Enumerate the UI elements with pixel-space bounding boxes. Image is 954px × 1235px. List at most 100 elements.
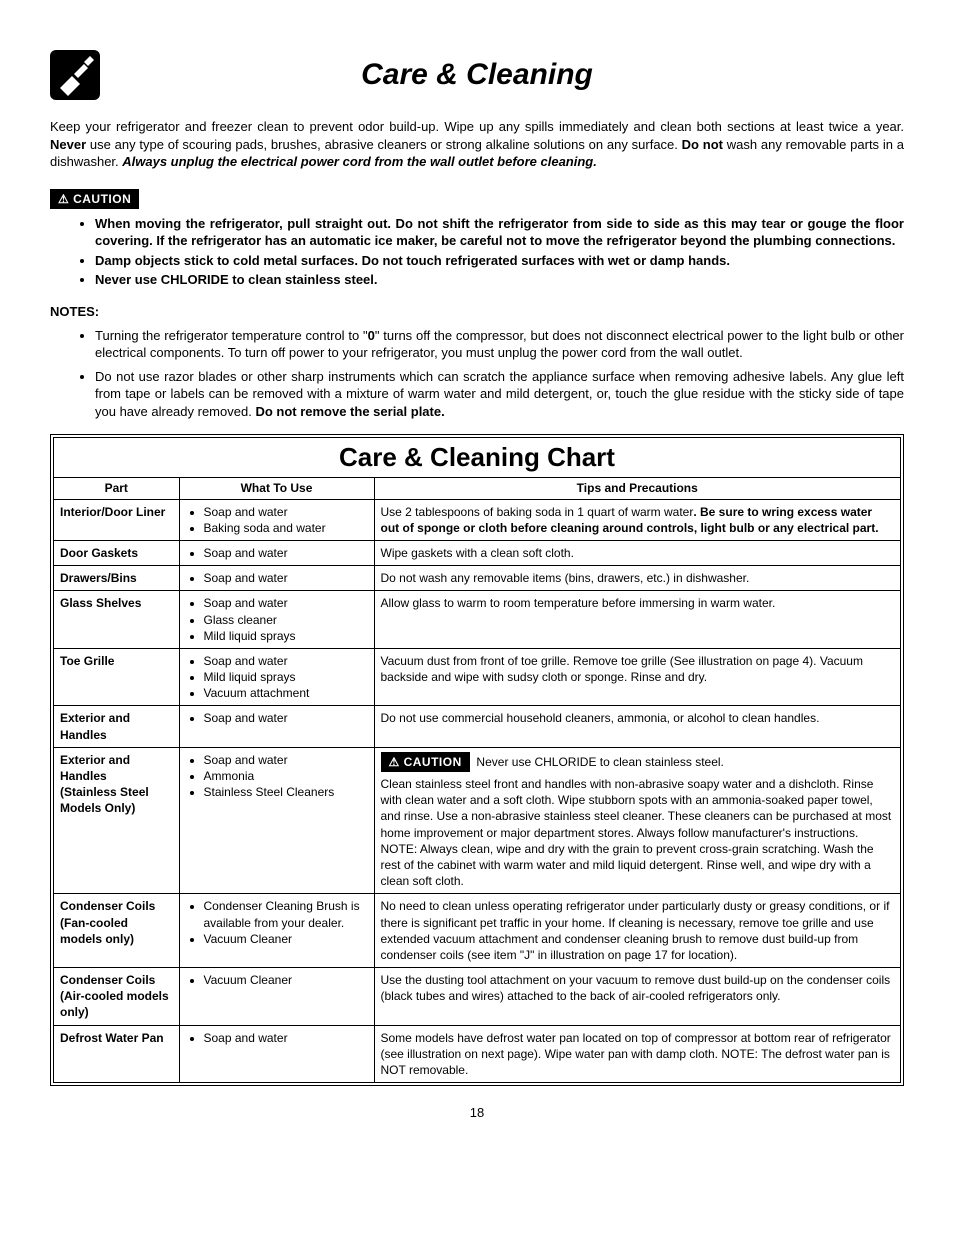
caution-item: Never use CHLORIDE to clean stainless st… — [95, 271, 904, 289]
intro-donot: Do not — [682, 137, 723, 152]
what-item: Soap and water — [204, 545, 368, 561]
tips-text: Allow glass to warm to room temperature … — [381, 596, 776, 610]
cell-part: Exterior and Handles — [54, 706, 179, 747]
page-header: Care & Cleaning — [50, 50, 904, 100]
table-row: Defrost Water Pan Soap and water Some mode… — [54, 1025, 900, 1082]
cell-what: Soap and waterBaking soda and water — [179, 499, 374, 540]
notes-item: Do not use razor blades or other sharp i… — [95, 368, 904, 421]
cell-part: Glass Shelves — [54, 591, 179, 649]
cell-part: Condenser Coils(Fan-cooled models only) — [54, 894, 179, 968]
caution-badge: CAUTION — [381, 752, 470, 772]
col-header-part: Part — [54, 478, 179, 499]
notes-list: Turning the refrigerator temperature con… — [50, 327, 904, 421]
tips-text: Use the dusting tool attachment on your … — [381, 973, 891, 1003]
tips-text: Do not use commercial household cleaners… — [381, 711, 820, 725]
cell-tips: Do not use commercial household cleaners… — [374, 706, 900, 747]
cell-tips: Use 2 tablespoons of baking soda in 1 qu… — [374, 499, 900, 540]
what-item: Vacuum attachment — [204, 685, 368, 701]
table-row: Door Gaskets Soap and water Wipe gaskets w… — [54, 540, 900, 565]
cell-what: Soap and water — [179, 706, 374, 747]
tips-text: Wipe gaskets with a clean soft cloth. — [381, 546, 574, 560]
what-item: Soap and water — [204, 653, 368, 669]
cell-tips: Allow glass to warm to room temperature … — [374, 591, 900, 649]
chart-title: Care & Cleaning Chart — [54, 438, 900, 478]
notes-text: Turning the refrigerator temperature con… — [95, 328, 368, 343]
tips-text: Vacuum dust from front of toe grille. Re… — [381, 654, 863, 684]
cell-what: Soap and waterMild liquid spraysVacuum a… — [179, 648, 374, 706]
what-list: Soap and water — [186, 570, 368, 586]
what-item: Ammonia — [204, 768, 368, 784]
tips-caution-line: CAUTION Never use CHLORIDE to clean stai… — [381, 752, 895, 772]
what-item: Condenser Cleaning Brush is available fr… — [204, 898, 368, 930]
cleaning-icon — [50, 50, 100, 100]
cell-part: Drawers/Bins — [54, 566, 179, 591]
cleaning-table: Part What To Use Tips and Precautions In… — [54, 478, 900, 1082]
intro-never: Never — [50, 137, 86, 152]
page-number: 18 — [50, 1104, 904, 1122]
what-item: Soap and water — [204, 752, 368, 768]
what-list: Soap and water — [186, 710, 368, 726]
intro-paragraph: Keep your refrigerator and freezer clean… — [50, 118, 904, 171]
cell-tips: Use the dusting tool attachment on your … — [374, 968, 900, 1026]
what-item: Soap and water — [204, 1030, 368, 1046]
cell-what: Soap and waterAmmoniaStainless Steel Cle… — [179, 747, 374, 894]
intro-never-rest: use any type of scouring pads, brushes, … — [86, 137, 682, 152]
intro-lead: Keep your refrigerator and freezer clean… — [50, 119, 904, 134]
what-item: Vacuum Cleaner — [204, 931, 368, 947]
what-list: Soap and waterMild liquid spraysVacuum a… — [186, 653, 368, 702]
cell-part: Interior/Door Liner — [54, 499, 179, 540]
caution-item: When moving the refrigerator, pull strai… — [95, 215, 904, 250]
what-item: Soap and water — [204, 595, 368, 611]
cell-part: Door Gaskets — [54, 540, 179, 565]
table-row: Drawers/Bins Soap and water Do not wash an… — [54, 566, 900, 591]
what-list: Soap and water — [186, 545, 368, 561]
notes-heading: NOTES: — [50, 303, 904, 321]
cell-tips: Vacuum dust from front of toe grille. Re… — [374, 648, 900, 706]
tips-text: No need to clean unless operating refrig… — [381, 899, 890, 962]
cell-what: Soap and water — [179, 566, 374, 591]
table-row: Glass ShelvesSoap and waterGlass cleaner… — [54, 591, 900, 649]
table-row: Interior/Door LinerSoap and waterBaking … — [54, 499, 900, 540]
what-list: Vacuum Cleaner — [186, 972, 368, 988]
what-item: Soap and water — [204, 570, 368, 586]
what-item: Stainless Steel Cleaners — [204, 784, 368, 800]
cell-part: Defrost Water Pan — [54, 1025, 179, 1082]
table-row: Exterior and Handles(Stainless Steel Mod… — [54, 747, 900, 894]
cell-what: Soap and water — [179, 1025, 374, 1082]
what-list: Soap and water — [186, 1030, 368, 1046]
cell-what: Soap and water — [179, 540, 374, 565]
what-item: Mild liquid sprays — [204, 669, 368, 685]
tips-text: Use 2 tablespoons of baking soda in 1 qu… — [381, 505, 694, 519]
col-header-what: What To Use — [179, 478, 374, 499]
what-item: Soap and water — [204, 504, 368, 520]
cell-tips: CAUTION Never use CHLORIDE to clean stai… — [374, 747, 900, 894]
notes-bold: 0 — [368, 328, 375, 343]
notes-text: Do not use razor blades or other sharp i… — [95, 369, 904, 419]
what-item: Vacuum Cleaner — [204, 972, 368, 988]
caution-item: Damp objects stick to cold metal surface… — [95, 252, 904, 270]
table-row: Condenser Coils(Fan-cooled models only) C… — [54, 894, 900, 968]
tips-text: Clean stainless steel front and handles … — [381, 777, 892, 888]
cell-tips: Some models have defrost water pan locat… — [374, 1025, 900, 1082]
page-title: Care & Cleaning — [120, 55, 904, 96]
what-item: Mild liquid sprays — [204, 628, 368, 644]
col-header-tips: Tips and Precautions — [374, 478, 900, 499]
cell-what: Vacuum Cleaner — [179, 968, 374, 1026]
table-row: Condenser Coils(Air-cooled models only)V… — [54, 968, 900, 1026]
cell-part: Toe Grille — [54, 648, 179, 706]
cell-what: Condenser Cleaning Brush is available fr… — [179, 894, 374, 968]
tips-text: Do not wash any removable items (bins, d… — [381, 571, 750, 585]
what-list: Soap and waterGlass cleanerMild liquid s… — [186, 595, 368, 644]
cell-what: Soap and waterGlass cleanerMild liquid s… — [179, 591, 374, 649]
what-item: Glass cleaner — [204, 612, 368, 628]
caution-list: When moving the refrigerator, pull strai… — [50, 215, 904, 289]
tips-text: Some models have defrost water pan locat… — [381, 1031, 891, 1077]
what-item: Baking soda and water — [204, 520, 368, 536]
notes-bold: Do not remove the serial plate. — [255, 404, 444, 419]
cell-tips: Wipe gaskets with a clean soft cloth. — [374, 540, 900, 565]
table-row: Toe GrilleSoap and waterMild liquid spra… — [54, 648, 900, 706]
cell-tips: Do not wash any removable items (bins, d… — [374, 566, 900, 591]
what-list: Soap and waterBaking soda and water — [186, 504, 368, 536]
caution-block: CAUTION When moving the refrigerator, pu… — [50, 189, 904, 289]
cell-tips: No need to clean unless operating refrig… — [374, 894, 900, 968]
